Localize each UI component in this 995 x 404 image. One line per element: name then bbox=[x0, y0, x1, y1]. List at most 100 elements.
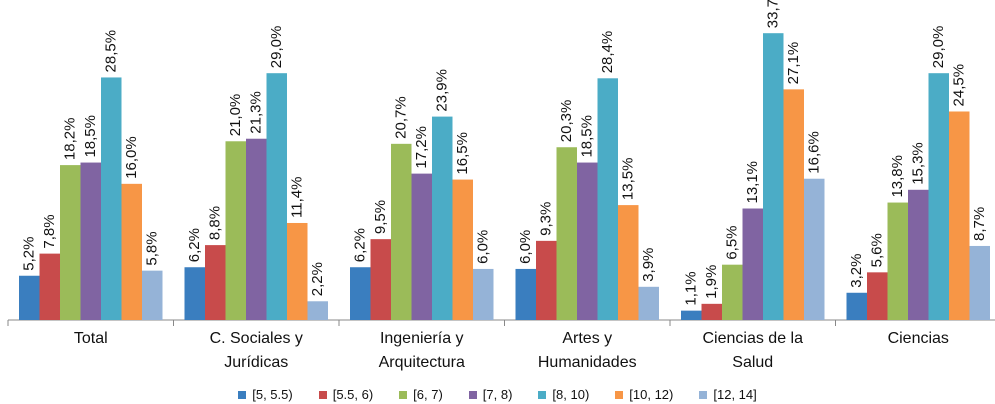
data-label: 17,2% bbox=[413, 126, 430, 169]
bar bbox=[266, 73, 287, 320]
data-label: 1,9% bbox=[703, 265, 720, 299]
data-label: 8,7% bbox=[971, 207, 988, 241]
x-tick-label: C. Sociales y Jurídicas bbox=[209, 330, 303, 371]
legend: [5, 5.5) [5.5, 6) [6, 7) [7, 8) [8, 10) [10, … bbox=[0, 387, 995, 402]
bar bbox=[597, 78, 618, 320]
bar bbox=[638, 286, 659, 320]
data-label: 33,7% bbox=[765, 0, 782, 28]
bar bbox=[391, 143, 412, 320]
data-label: 6,5% bbox=[724, 225, 741, 259]
legend-label: [10, 12) bbox=[629, 387, 674, 402]
bar bbox=[60, 165, 81, 320]
bar bbox=[142, 270, 163, 320]
legend-label: [5, 5.5) bbox=[252, 387, 293, 402]
bar bbox=[681, 310, 702, 320]
data-label: 16,5% bbox=[454, 132, 471, 175]
data-label: 3,9% bbox=[640, 248, 657, 282]
data-label: 6,0% bbox=[475, 230, 492, 264]
legend-swatch bbox=[538, 390, 547, 399]
bar bbox=[928, 73, 949, 320]
bar bbox=[969, 245, 990, 320]
legend-swatch bbox=[318, 390, 327, 399]
legend-swatch bbox=[468, 390, 477, 399]
data-label: 27,1% bbox=[785, 42, 802, 85]
data-label: 8,8% bbox=[207, 206, 224, 240]
bar bbox=[556, 147, 577, 320]
x-tick-label: Artes y Humanidades bbox=[537, 330, 637, 371]
data-label: 28,5% bbox=[103, 30, 120, 73]
data-label: 21,0% bbox=[227, 94, 244, 137]
legend-item: [12, 14] bbox=[699, 387, 757, 402]
data-label: 5,6% bbox=[869, 233, 886, 267]
data-label: 5,8% bbox=[144, 231, 161, 265]
bar bbox=[350, 267, 371, 320]
bar bbox=[205, 245, 226, 320]
bar bbox=[411, 173, 432, 320]
data-label: 18,5% bbox=[579, 115, 596, 158]
data-label: 16,6% bbox=[806, 131, 823, 174]
data-label: 29,0% bbox=[930, 26, 947, 69]
data-label: 7,8% bbox=[41, 214, 58, 248]
legend-swatch bbox=[699, 390, 708, 399]
bar bbox=[783, 89, 804, 321]
bar bbox=[804, 178, 825, 320]
legend-swatch bbox=[399, 390, 408, 399]
bar bbox=[225, 141, 246, 320]
legend-swatch bbox=[238, 390, 247, 399]
legend-item: [8, 10) bbox=[538, 387, 589, 402]
bar bbox=[184, 267, 205, 320]
data-label: 3,2% bbox=[848, 254, 865, 288]
bar bbox=[742, 208, 763, 320]
data-label: 13,5% bbox=[620, 158, 637, 201]
bar bbox=[949, 111, 970, 320]
bar bbox=[287, 222, 308, 320]
data-label: 20,3% bbox=[558, 100, 575, 143]
legend-item: [5.5, 6) bbox=[318, 387, 374, 402]
bar bbox=[121, 183, 142, 320]
data-label: 21,3% bbox=[248, 91, 265, 134]
data-label: 18,2% bbox=[62, 118, 79, 161]
bar bbox=[887, 202, 908, 320]
data-label: 5,2% bbox=[21, 237, 38, 271]
bar bbox=[867, 272, 888, 320]
bar bbox=[908, 189, 929, 320]
x-tick-label: Ciencias de la Salud bbox=[702, 330, 804, 371]
bar bbox=[246, 138, 267, 320]
bar bbox=[432, 116, 453, 321]
legend-label: [12, 14] bbox=[713, 387, 757, 402]
bar bbox=[846, 292, 867, 320]
data-label: 9,5% bbox=[372, 200, 389, 234]
data-label: 11,4% bbox=[289, 177, 306, 218]
data-label: 18,5% bbox=[82, 115, 99, 158]
bar bbox=[722, 264, 743, 320]
bar bbox=[101, 77, 122, 320]
bar bbox=[39, 253, 60, 320]
data-label: 23,9% bbox=[434, 69, 451, 112]
data-label: 6,0% bbox=[517, 230, 534, 264]
x-tick-label: Total bbox=[73, 330, 108, 347]
data-label: 24,5% bbox=[951, 64, 968, 107]
bar bbox=[618, 205, 639, 320]
legend-swatch bbox=[615, 390, 624, 399]
legend-item: [10, 12) bbox=[615, 387, 673, 402]
data-label: 20,7% bbox=[393, 96, 410, 139]
data-label: 2,2% bbox=[309, 262, 326, 296]
data-label: 13,8% bbox=[889, 155, 906, 198]
data-label: 9,3% bbox=[538, 202, 555, 236]
data-label: 6,2% bbox=[186, 228, 203, 262]
legend-label: [6, 7) bbox=[413, 387, 443, 402]
data-label: 1,1% bbox=[683, 271, 700, 305]
data-label: 6,2% bbox=[352, 228, 369, 262]
legend-label: [5.5, 6) bbox=[332, 387, 374, 402]
legend-item: [7, 8) bbox=[468, 387, 513, 402]
bar bbox=[701, 303, 722, 320]
legend-label: [7, 8) bbox=[482, 387, 513, 402]
data-label: 15,3% bbox=[910, 142, 927, 185]
x-tick-label: Ciencias bbox=[887, 330, 949, 347]
bar bbox=[80, 162, 101, 320]
bar bbox=[452, 179, 473, 320]
bar bbox=[577, 162, 598, 320]
data-label: 29,0% bbox=[268, 26, 285, 69]
